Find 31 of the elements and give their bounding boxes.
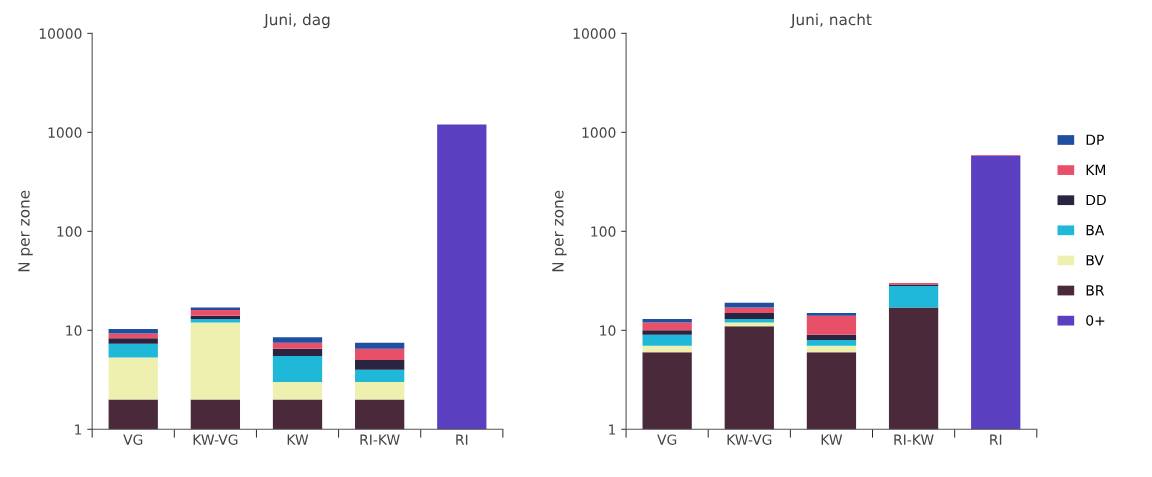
legend-label: DP (1086, 134, 1104, 145)
y-tick-label: 10 (600, 325, 616, 336)
y-tick-label: 1000 (48, 127, 82, 138)
legend-label: BA (1086, 225, 1105, 236)
legend-label: 0+ (1086, 315, 1105, 326)
x-tick-label: VG (123, 434, 143, 445)
y-tick-label: 100 (57, 226, 82, 237)
x-tick-label: KW-VG (727, 434, 772, 445)
legend-label: KM (1086, 164, 1106, 175)
legend-label: BR (1086, 285, 1105, 296)
y-tick-label: 100 (591, 226, 616, 237)
legend-label: DD (1086, 194, 1106, 206)
x-tick-label: KW (287, 434, 309, 445)
y-tick-label: 10000 (573, 28, 616, 39)
y-tick-label: 1 (75, 424, 82, 435)
x-tick-label: KW-VG (193, 434, 238, 445)
x-tick-label: RI-KW (360, 434, 400, 445)
y-axis-title: N per zone (552, 190, 567, 272)
x-tick-label: RI (456, 434, 468, 445)
y-tick-label: 1000 (582, 127, 616, 138)
x-tick-label: VG (657, 434, 677, 445)
chart-title: Juni, nacht (790, 13, 872, 29)
x-tick-label: RI (990, 434, 1002, 445)
x-tick-label: KW (821, 434, 843, 445)
x-tick-label: RI-KW (894, 434, 934, 445)
y-axis-title: N per zone (18, 190, 33, 272)
y-tick-label: 1 (609, 424, 616, 435)
y-tick-label: 10 (66, 325, 82, 336)
chart-title: Juni, dag (263, 13, 330, 29)
legend-label: BV (1086, 255, 1104, 266)
y-tick-label: 10000 (39, 28, 82, 39)
